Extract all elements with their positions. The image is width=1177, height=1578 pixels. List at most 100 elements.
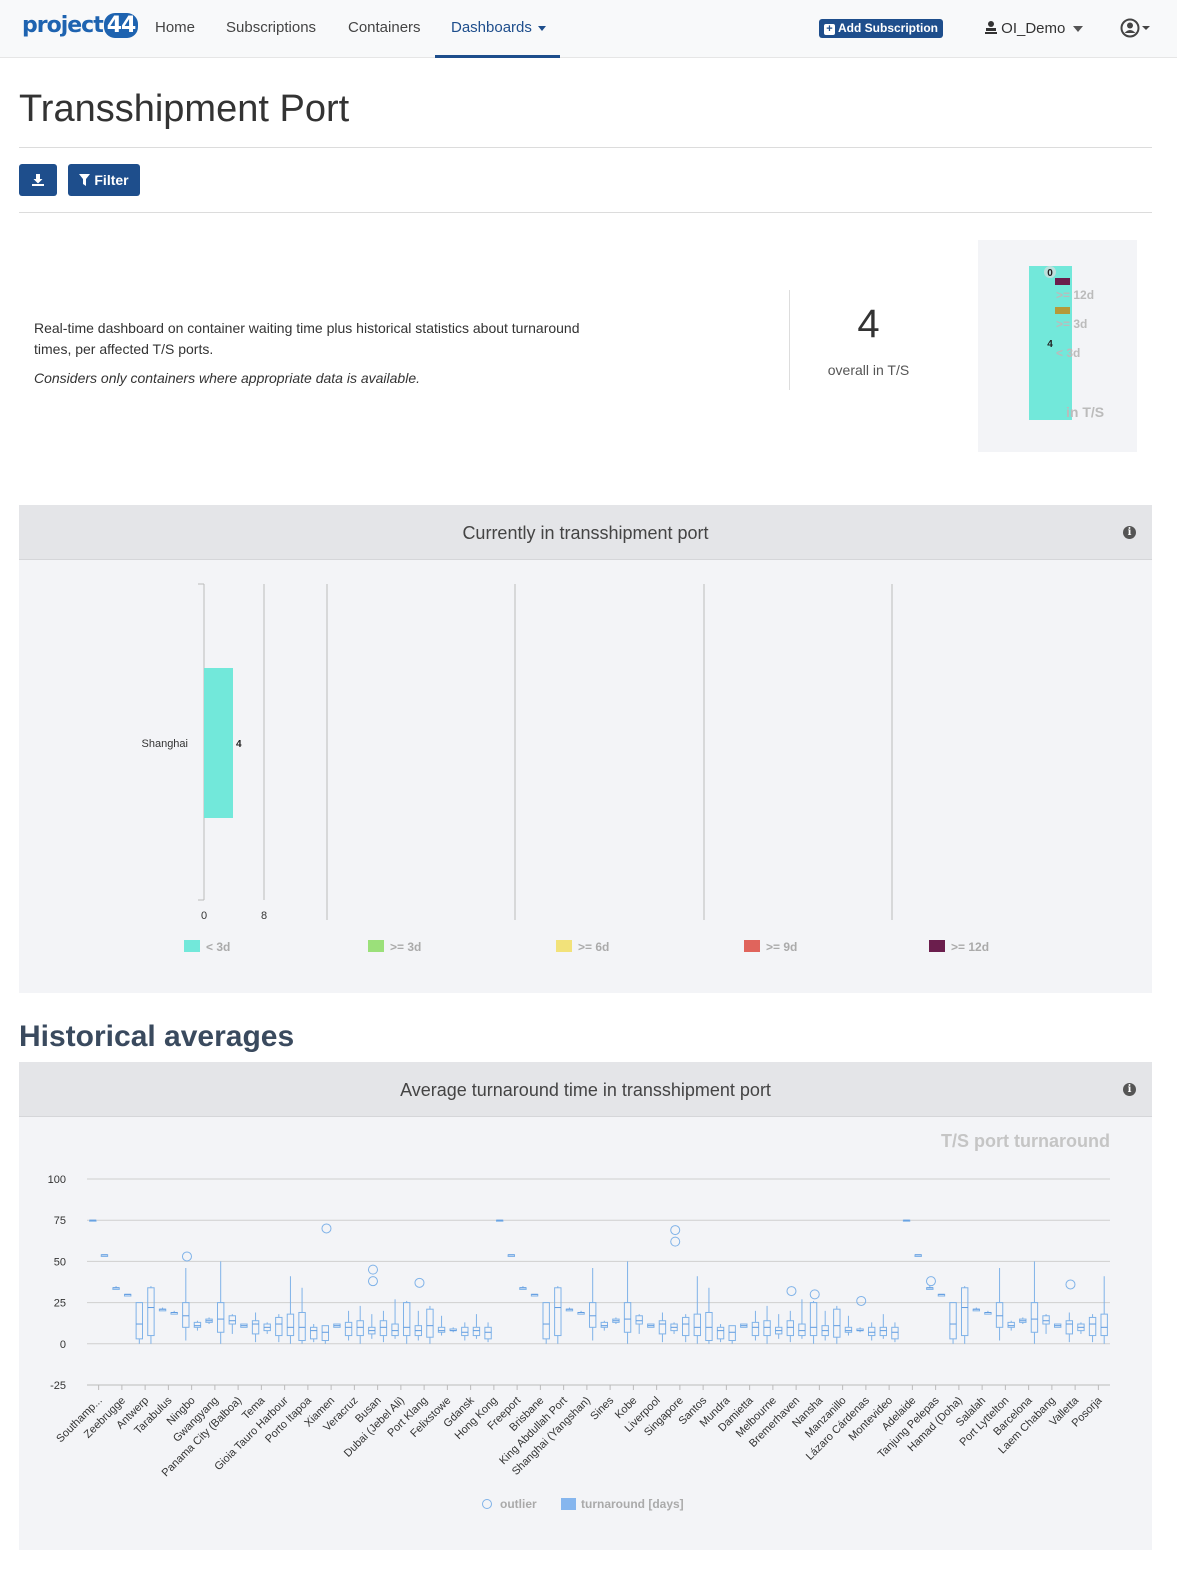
box-mark (1088, 1314, 1097, 1343)
box-mark (774, 1314, 783, 1339)
current-chart: Shanghai 4 0 8 < 3d >= 3d >= 6d >= 9d >=… (142, 583, 989, 954)
box-mark (937, 1293, 946, 1297)
chevron-down-icon[interactable] (1073, 26, 1083, 32)
download-button[interactable] (19, 164, 57, 196)
box-mark (879, 1314, 888, 1339)
mini-seg-label: >= 12d (1056, 288, 1094, 302)
box (147, 1287, 155, 1337)
mini-seg-label: < 3d (1056, 346, 1080, 360)
historical-heading: Historical averages (19, 1020, 295, 1053)
outlier-point (414, 1277, 425, 1288)
box-mark (89, 1219, 97, 1222)
legend-outlier[interactable]: outlier (482, 1497, 537, 1511)
project44-logo[interactable]: project 44 (22, 13, 139, 38)
legend-item-ge3d[interactable]: >= 3d (368, 940, 421, 954)
box-mark (1042, 1314, 1050, 1334)
filter-label: Filter (94, 172, 129, 188)
box-mark (798, 1299, 806, 1339)
y-tick-label: 100 (48, 1174, 66, 1186)
add-subscription-button[interactable]: + Add Subscription (819, 19, 943, 38)
box (216, 1302, 225, 1333)
box-mark (135, 1302, 144, 1344)
box (182, 1302, 190, 1328)
box (135, 1302, 144, 1340)
box (379, 1320, 388, 1337)
box-mark (542, 1302, 550, 1344)
box-mark (751, 1310, 760, 1341)
mini-marker (1044, 266, 1056, 278)
account-menu[interactable] (1120, 17, 1152, 44)
box-mark (368, 1314, 376, 1339)
box-mark (728, 1325, 736, 1344)
chart-title: T/S port turnaround (941, 1131, 1110, 1151)
y-tick-label: 25 (54, 1298, 66, 1310)
box (344, 1321, 353, 1337)
box (600, 1321, 609, 1328)
box (716, 1326, 725, 1340)
legend-item-ge9d[interactable]: >= 9d (744, 940, 797, 954)
box-mark (623, 1261, 632, 1344)
box (588, 1302, 597, 1328)
box (554, 1287, 562, 1337)
top-navbar: project 44 Home Subscriptions Containers … (0, 0, 1177, 58)
box (1007, 1321, 1015, 1328)
mini-top-label: 0 (1047, 268, 1053, 279)
add-subscription-label: Add Subscription (838, 21, 938, 35)
filter-button[interactable]: Filter (68, 164, 140, 196)
nav-containers[interactable]: Containers (348, 19, 421, 36)
box (960, 1287, 969, 1337)
y-tick-label: 0 (60, 1339, 66, 1351)
legend-item-ge6d[interactable]: >= 6d (556, 940, 609, 954)
box-mark (205, 1317, 213, 1325)
box (1100, 1313, 1108, 1337)
dashboard-note: Considers only containers where appropri… (34, 370, 420, 386)
nav-home[interactable]: Home (155, 19, 196, 36)
box (402, 1302, 411, 1337)
box (693, 1313, 702, 1337)
nav-dashboards[interactable]: Dashboards (451, 19, 546, 36)
outlier-point (1065, 1279, 1076, 1290)
box (891, 1326, 899, 1340)
outlier-point (809, 1289, 820, 1300)
box-mark (275, 1314, 283, 1343)
user-icon (985, 21, 997, 34)
box-mark (670, 1322, 678, 1334)
mini-bar-ge12d (1055, 278, 1070, 285)
current-panel: Currently in transshipment port i Shangh… (19, 505, 1152, 993)
nav-dashboards-label: Dashboards (451, 19, 532, 36)
box (1088, 1316, 1097, 1337)
box-mark (1100, 1276, 1108, 1344)
bar-value-label: 4 (236, 739, 242, 750)
box-mark (565, 1307, 574, 1312)
user-menu[interactable]: OI_Demo (985, 20, 1065, 37)
info-icon[interactable]: i (1123, 1083, 1136, 1096)
x-tick-label: 8 (261, 910, 267, 922)
overall-count: 4 (857, 302, 880, 346)
box-mark (1053, 1323, 1062, 1328)
info-icon[interactable]: i (1123, 526, 1136, 539)
box-mark (763, 1305, 771, 1344)
divider (19, 212, 1152, 213)
box-mark (1030, 1261, 1039, 1344)
box-mark (914, 1254, 922, 1257)
box-mark (972, 1307, 981, 1312)
nav-subscriptions[interactable]: Subscriptions (226, 19, 317, 36)
box (461, 1326, 469, 1337)
outlier-point (670, 1236, 681, 1247)
box (228, 1315, 237, 1325)
box-mark (298, 1287, 306, 1344)
legend-turnaround[interactable]: turnaround [days] (561, 1497, 684, 1511)
overall-label: overall in T/S (827, 362, 910, 378)
box-mark (809, 1300, 818, 1344)
legend-item-ge12d[interactable]: >= 12d (929, 940, 989, 954)
legend-item-lt3d[interactable]: < 3d (184, 940, 230, 954)
box-mark (251, 1312, 260, 1343)
box (251, 1320, 260, 1335)
legend-label: >= 6d (578, 940, 609, 954)
box-mark (577, 1310, 585, 1315)
box-mark (1077, 1322, 1085, 1334)
box-mark (356, 1305, 364, 1344)
outlier-point (181, 1251, 192, 1262)
x-tick-label: Sines (588, 1394, 616, 1422)
box-mark (1007, 1320, 1015, 1331)
